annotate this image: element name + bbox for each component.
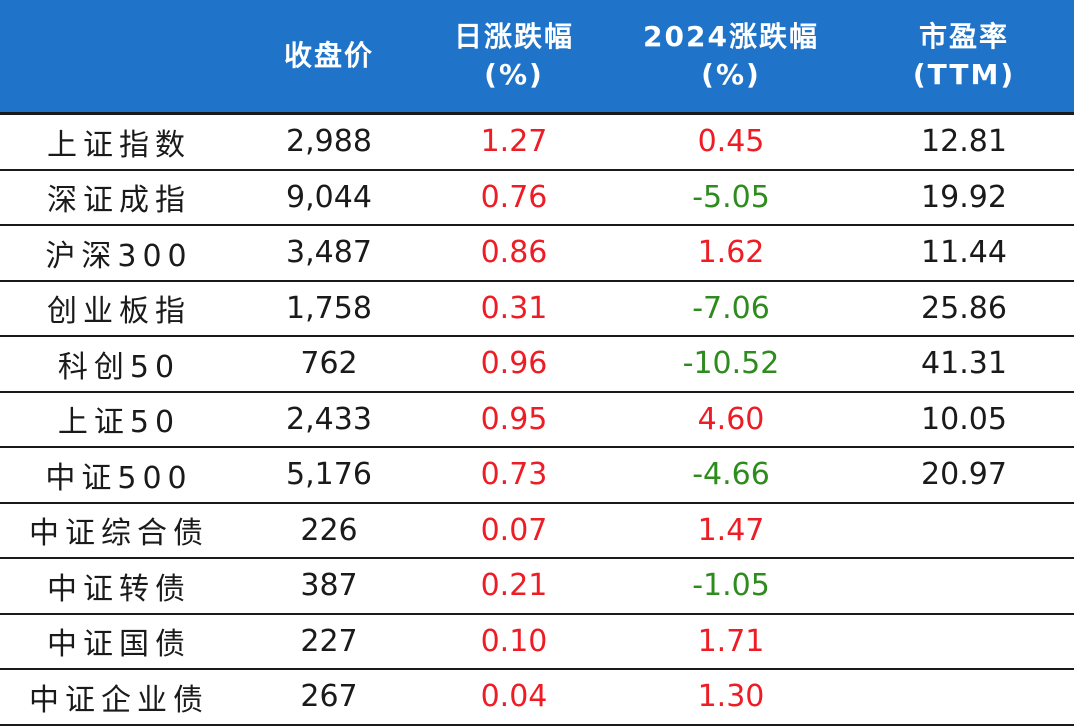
daily-change: 0.76 (420, 169, 608, 226)
index-name: 科创50 (0, 336, 238, 393)
header-ytd-change-label: 2024涨跌幅 (643, 20, 819, 53)
header-daily-change-label: 日涨跌幅 (453, 20, 574, 53)
close-price: 1,758 (238, 280, 420, 337)
daily-change: 0.07 (420, 502, 608, 559)
table-row: 创业板指 1,758 0.31 -7.06 25.86 (0, 280, 1074, 337)
header-close-price: 收盘价 (238, 0, 420, 114)
table-row: 科创50 762 0.96 -10.52 41.31 (0, 336, 1074, 393)
table-row: 中证转债 387 0.21 -1.05 (0, 558, 1074, 615)
ytd-change: -10.52 (608, 336, 854, 393)
table-row: 中证企业债 267 0.04 1.30 (0, 669, 1074, 726)
table-row: 沪深300 3,487 0.86 1.62 11.44 (0, 225, 1074, 282)
ytd-change: 1.62 (608, 225, 854, 282)
index-name: 中证综合债 (0, 502, 238, 559)
table-row: 上证50 2,433 0.95 4.60 10.05 (0, 391, 1074, 448)
header-pe-ratio: 市盈率 (TTM) (854, 0, 1074, 114)
pe-ratio: 10.05 (854, 391, 1074, 448)
index-name: 创业板指 (0, 280, 238, 337)
index-name: 中证转债 (0, 558, 238, 615)
pe-ratio (854, 669, 1074, 726)
close-price: 2,433 (238, 391, 420, 448)
close-price: 267 (238, 669, 420, 726)
header-row: 收盘价 日涨跌幅 (%) 2024涨跌幅 (%) 市盈率 (TTM) (0, 0, 1074, 114)
daily-change: 0.86 (420, 225, 608, 282)
close-price: 226 (238, 502, 420, 559)
close-price: 3,487 (238, 225, 420, 282)
close-price: 387 (238, 558, 420, 615)
table-row: 深证成指 9,044 0.76 -5.05 19.92 (0, 169, 1074, 226)
table-row: 中证国债 227 0.10 1.71 (0, 613, 1074, 670)
daily-change: 0.21 (420, 558, 608, 615)
close-price: 762 (238, 336, 420, 393)
header-pe-label: 市盈率 (918, 20, 1009, 53)
daily-change: 0.95 (420, 391, 608, 448)
ytd-change: -5.05 (608, 169, 854, 226)
index-name: 上证指数 (0, 112, 238, 171)
daily-change: 0.31 (420, 280, 608, 337)
pe-ratio: 19.92 (854, 169, 1074, 226)
ytd-change: 0.45 (608, 112, 854, 171)
table-header: 收盘价 日涨跌幅 (%) 2024涨跌幅 (%) 市盈率 (TTM) (0, 0, 1074, 114)
daily-change: 0.10 (420, 613, 608, 670)
daily-change: 0.96 (420, 336, 608, 393)
ytd-change: 4.60 (608, 391, 854, 448)
pe-ratio (854, 502, 1074, 559)
daily-change: 0.73 (420, 447, 608, 504)
index-name: 中证企业债 (0, 669, 238, 726)
table-body: 上证指数 2,988 1.27 0.45 12.81 深证成指 9,044 0.76 -5.0… (0, 112, 1074, 726)
header-ytd-change: 2024涨跌幅 (%) (608, 0, 854, 114)
daily-change: 0.04 (420, 669, 608, 726)
ytd-change: -1.05 (608, 558, 854, 615)
pe-ratio: 25.86 (854, 280, 1074, 337)
ytd-change: -4.66 (608, 447, 854, 504)
ytd-change: 1.71 (608, 613, 854, 670)
table-row: 上证指数 2,988 1.27 0.45 12.81 (0, 112, 1074, 171)
header-daily-change: 日涨跌幅 (%) (420, 0, 608, 114)
pe-ratio: 11.44 (854, 225, 1074, 282)
header-pe-unit: (TTM) (912, 58, 1016, 91)
pe-ratio: 12.81 (854, 112, 1074, 171)
close-price: 2,988 (238, 112, 420, 171)
index-name: 深证成指 (0, 169, 238, 226)
daily-change: 1.27 (420, 112, 608, 171)
header-close-label: 收盘价 (283, 39, 374, 72)
ytd-change: 1.30 (608, 669, 854, 726)
header-index-name (0, 0, 238, 114)
pe-ratio: 41.31 (854, 336, 1074, 393)
table-row: 中证综合债 226 0.07 1.47 (0, 502, 1074, 559)
pe-ratio: 20.97 (854, 447, 1074, 504)
index-name: 沪深300 (0, 225, 238, 282)
header-daily-change-unit: (%) (484, 58, 544, 91)
close-price: 5,176 (238, 447, 420, 504)
close-price: 227 (238, 613, 420, 670)
index-name: 上证50 (0, 391, 238, 448)
pe-ratio (854, 558, 1074, 615)
ytd-change: 1.47 (608, 502, 854, 559)
header-ytd-change-unit: (%) (701, 58, 761, 91)
table-row: 中证500 5,176 0.73 -4.66 20.97 (0, 447, 1074, 504)
pe-ratio (854, 613, 1074, 670)
index-name: 中证国债 (0, 613, 238, 670)
ytd-change: -7.06 (608, 280, 854, 337)
index-name: 中证500 (0, 447, 238, 504)
close-price: 9,044 (238, 169, 420, 226)
